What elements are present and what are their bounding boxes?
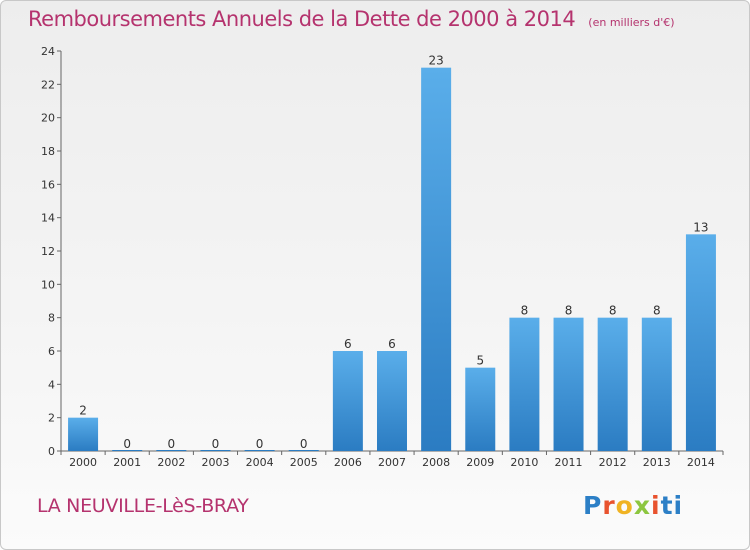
x-tick-label: 2004 bbox=[246, 456, 274, 469]
y-tick-label: 18 bbox=[41, 145, 55, 158]
bar bbox=[200, 450, 231, 451]
bar bbox=[465, 367, 496, 451]
x-tick-label: 2000 bbox=[69, 456, 97, 469]
logo-letter: o bbox=[615, 491, 634, 520]
x-tick-label: 2005 bbox=[290, 456, 318, 469]
bar bbox=[641, 317, 672, 451]
y-tick-label: 22 bbox=[41, 78, 55, 91]
bar bbox=[288, 450, 319, 451]
y-tick-label: 6 bbox=[48, 345, 55, 358]
bar bbox=[509, 317, 540, 451]
logo-letter: r bbox=[602, 491, 616, 520]
bar-value-label: 5 bbox=[476, 354, 484, 368]
logo-letter: P bbox=[583, 491, 603, 520]
commune-name: LA NEUVILLE-LèS-BRAY bbox=[37, 495, 249, 517]
y-tick-label: 0 bbox=[48, 445, 55, 458]
x-tick-label: 2001 bbox=[113, 456, 141, 469]
y-tick-label: 8 bbox=[48, 312, 55, 325]
bar-value-label: 0 bbox=[123, 437, 131, 451]
y-tick-label: 2 bbox=[48, 412, 55, 425]
logo-letter: i bbox=[673, 491, 684, 520]
title-row: Remboursements Annuels de la Dette de 20… bbox=[28, 7, 675, 31]
chart-title: Remboursements Annuels de la Dette de 20… bbox=[28, 7, 576, 31]
bar-value-label: 6 bbox=[388, 337, 396, 351]
x-tick-label: 2013 bbox=[643, 456, 671, 469]
x-tick-label: 2014 bbox=[687, 456, 715, 469]
y-tick-label: 4 bbox=[48, 378, 55, 391]
bar-value-label: 8 bbox=[521, 304, 529, 318]
y-tick-label: 24 bbox=[41, 45, 55, 58]
proxiti-logo: Proxiti bbox=[583, 491, 683, 520]
bar-value-label: 23 bbox=[428, 54, 443, 68]
bar-value-label: 0 bbox=[300, 437, 308, 451]
bar bbox=[377, 351, 407, 451]
bar-value-label: 0 bbox=[212, 437, 220, 451]
bar-value-label: 8 bbox=[609, 304, 617, 318]
bar bbox=[332, 351, 363, 451]
logo-letter: i bbox=[651, 491, 661, 520]
bar-value-label: 2 bbox=[79, 404, 87, 418]
y-tick-label: 20 bbox=[41, 112, 55, 125]
x-tick-label: 2012 bbox=[599, 456, 627, 469]
bar-value-label: 0 bbox=[168, 437, 176, 451]
y-tick-label: 12 bbox=[41, 245, 55, 258]
bar bbox=[68, 417, 99, 451]
bar bbox=[244, 450, 275, 451]
bars bbox=[68, 67, 716, 452]
bar bbox=[156, 450, 187, 451]
bar bbox=[553, 317, 584, 451]
bar bbox=[112, 450, 143, 451]
x-tick-label: 2009 bbox=[466, 456, 494, 469]
x-tick-label: 2010 bbox=[510, 456, 538, 469]
y-tick-label: 16 bbox=[41, 178, 55, 191]
logo-letter: x bbox=[633, 491, 651, 520]
bar-value-label: 6 bbox=[344, 337, 352, 351]
x-tick-label: 2008 bbox=[422, 456, 450, 469]
bar-value-label: 8 bbox=[653, 304, 661, 318]
bar bbox=[685, 234, 716, 451]
x-tick-label: 2002 bbox=[157, 456, 185, 469]
bar bbox=[421, 67, 452, 452]
x-tick-label: 2003 bbox=[201, 456, 229, 469]
bar bbox=[597, 317, 628, 451]
y-tick-label: 10 bbox=[41, 278, 55, 291]
y-tick-label: 14 bbox=[41, 212, 55, 225]
logo-letter: t bbox=[660, 491, 674, 520]
x-tick-label: 2006 bbox=[334, 456, 362, 469]
bar-value-label: 13 bbox=[693, 220, 708, 234]
x-tick-label: 2011 bbox=[555, 456, 583, 469]
bar-value-label: 0 bbox=[256, 437, 264, 451]
chart-subtitle: (en milliers d'€) bbox=[588, 16, 675, 29]
bar-value-label: 8 bbox=[565, 304, 573, 318]
x-tick-label: 2007 bbox=[378, 456, 406, 469]
value-labels: 2 0 0 0 0 0 6 6 23 5 8 8 8 8 13 bbox=[79, 54, 708, 451]
